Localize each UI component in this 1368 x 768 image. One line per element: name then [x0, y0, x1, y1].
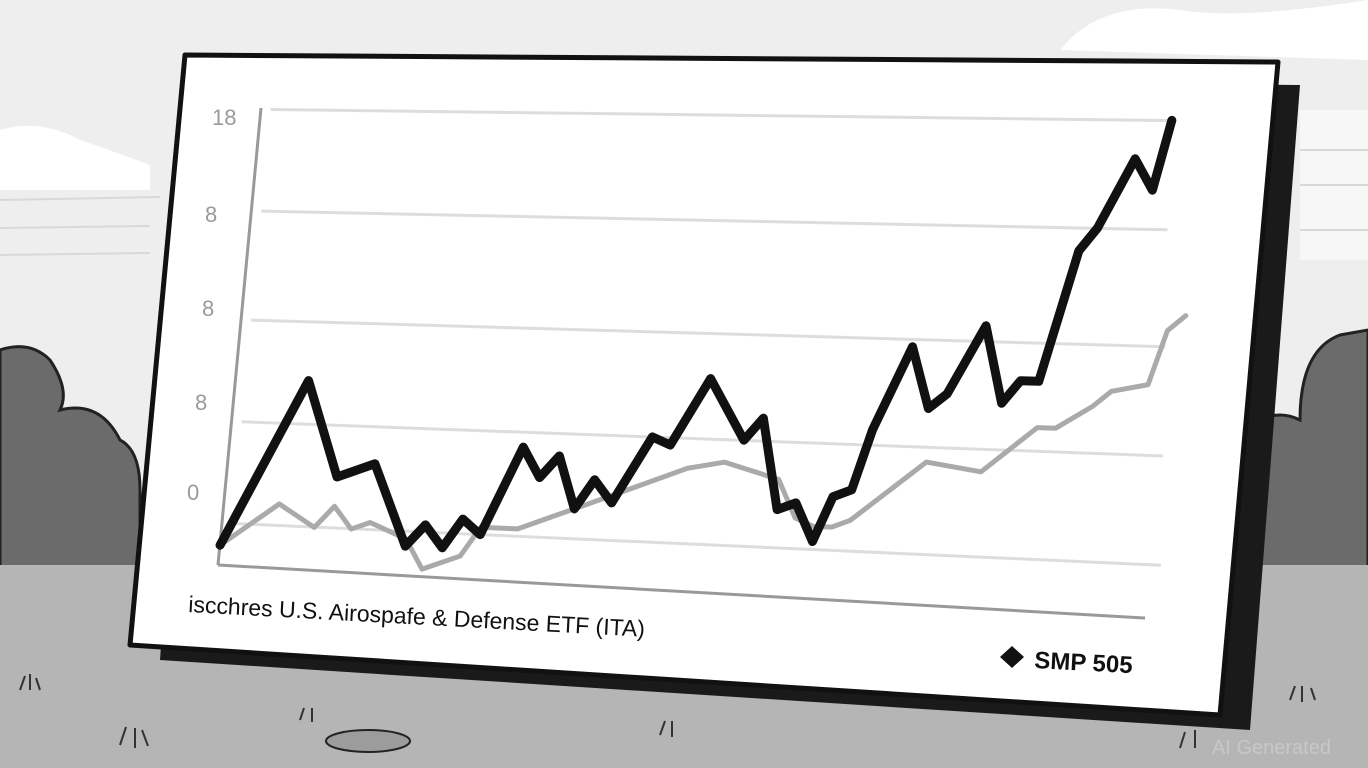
y-tick-label: 18 — [212, 105, 236, 130]
grid-line — [270, 108, 1170, 123]
y-tick-label: 8 — [195, 390, 207, 415]
cloud-left — [0, 125, 150, 190]
bush-right — [1248, 328, 1368, 602]
legend: SMP 505 — [1000, 646, 1133, 679]
x-axis — [217, 563, 1146, 620]
cloud-top-right — [1060, 0, 1368, 60]
bush-left — [0, 345, 142, 602]
legend-label: SMP 505 — [1034, 647, 1134, 679]
y-tick-label: 8 — [202, 296, 214, 321]
grass-tufts — [19, 674, 1316, 749]
grid-line — [261, 209, 1168, 232]
sky-streaks — [0, 149, 1368, 256]
y-tick-labels: 18 8 8 8 0 — [187, 105, 236, 505]
chart-panel: 18 8 8 8 0 isсchres U.S. Airospafe & Def… — [127, 52, 1300, 730]
series-line-dark — [215, 115, 1177, 553]
y-tick-label: 8 — [205, 202, 217, 227]
series-line-gray — [217, 313, 1189, 572]
legend-diamond-marker — [1000, 646, 1024, 668]
rock — [325, 729, 411, 753]
grid-line — [250, 318, 1166, 349]
y-axis — [216, 107, 263, 566]
y-tick-label: 0 — [187, 480, 199, 505]
series-layer — [215, 115, 1189, 572]
watermark: AI Generated — [1212, 737, 1331, 759]
